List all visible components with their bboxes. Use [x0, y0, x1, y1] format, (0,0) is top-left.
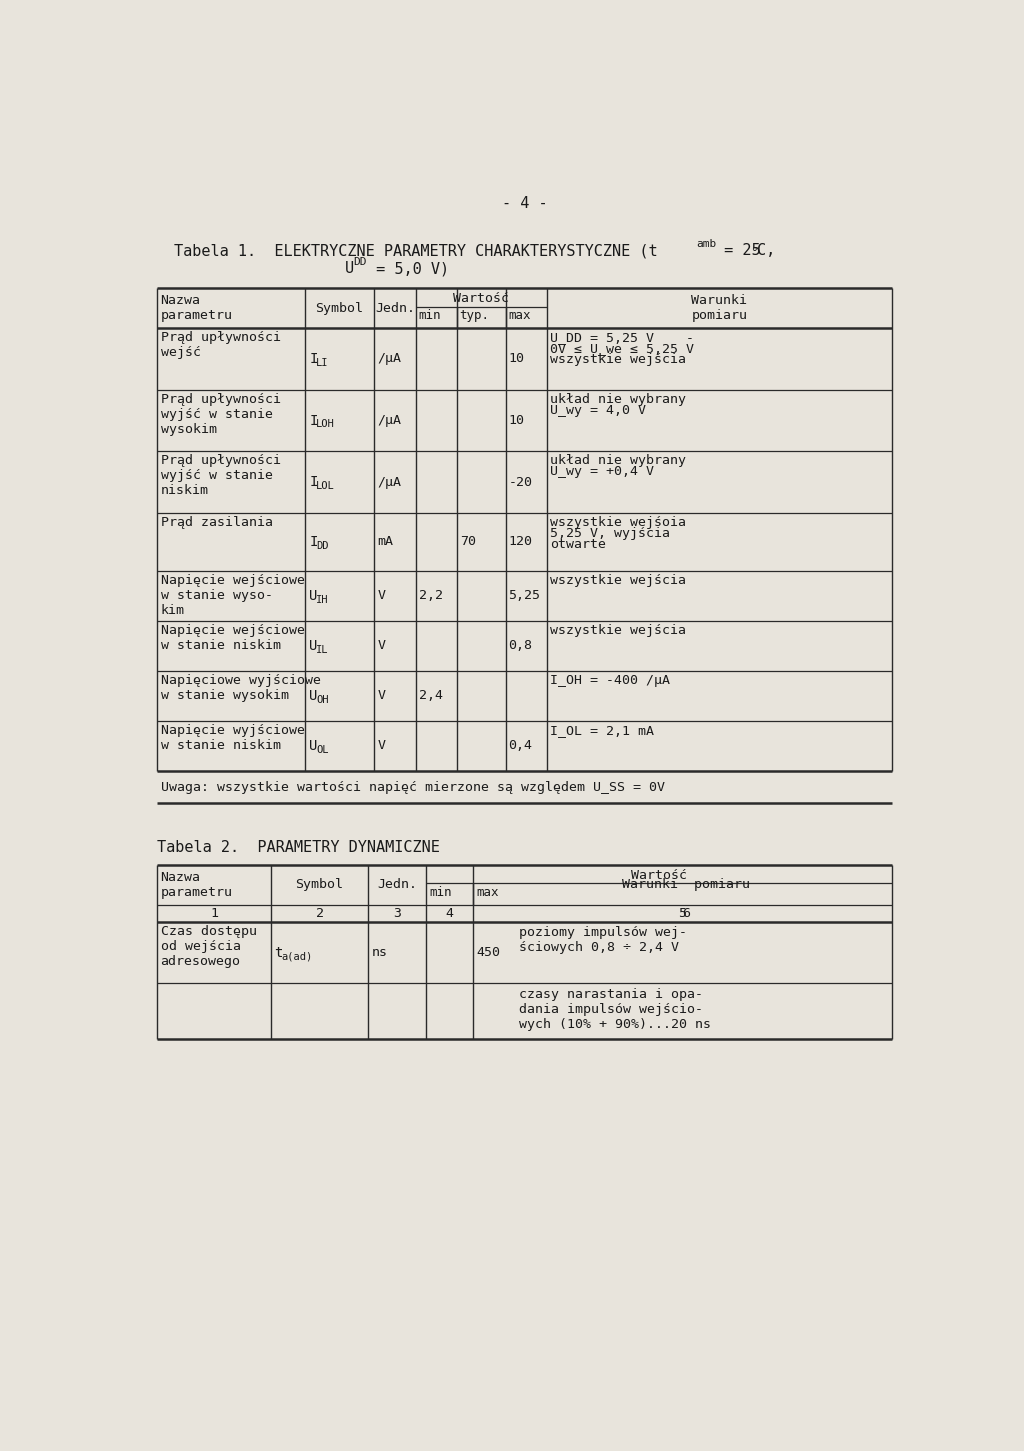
Text: /µA: /µA: [378, 414, 401, 427]
Text: LOL: LOL: [316, 480, 335, 490]
Text: 6: 6: [682, 907, 690, 920]
Text: max: max: [476, 885, 499, 898]
Text: Uwaga: wszystkie wartości napięć mierzone są względem U_SS = 0V: Uwaga: wszystkie wartości napięć mierzon…: [161, 781, 665, 794]
Text: 3: 3: [393, 907, 401, 920]
Text: wszystkie wejśoia: wszystkie wejśoia: [550, 517, 686, 530]
Text: czasy narastania i opa-
dania impulsów wejścio-
wych (10% + 90%)...20 ns: czasy narastania i opa- dania impulsów w…: [519, 988, 712, 1032]
Text: IH: IH: [316, 595, 329, 605]
Text: °: °: [751, 245, 758, 258]
Text: min: min: [429, 885, 452, 898]
Text: V: V: [378, 689, 386, 702]
Text: 10: 10: [509, 414, 524, 427]
Text: Prąd upływności
wyjść w stanie
wysokim: Prąd upływności wyjść w stanie wysokim: [161, 393, 281, 435]
Text: Prąd upływności
wejść: Prąd upływności wejść: [161, 331, 281, 360]
Text: U: U: [309, 638, 317, 653]
Text: a(ad): a(ad): [282, 952, 312, 962]
Text: min: min: [419, 309, 441, 322]
Text: układ nie wybrany: układ nie wybrany: [550, 454, 686, 467]
Text: wszystkie wejścia: wszystkie wejścia: [550, 624, 686, 637]
Text: 70: 70: [460, 535, 476, 548]
Text: DD: DD: [353, 257, 367, 267]
Text: wszystkie wejścia: wszystkie wejścia: [550, 353, 686, 366]
Text: Symbol: Symbol: [296, 878, 343, 891]
Text: 1: 1: [210, 907, 218, 920]
Text: 450: 450: [476, 946, 500, 959]
Text: Napięciowe wyjściowe
w stanie wysokim: Napięciowe wyjściowe w stanie wysokim: [161, 673, 321, 702]
Text: - 4 -: - 4 -: [502, 196, 548, 210]
Text: Prąd zasilania: Prąd zasilania: [161, 517, 272, 530]
Text: LOH: LOH: [316, 419, 335, 429]
Text: Nazwa
parametru: Nazwa parametru: [161, 871, 232, 898]
Text: V: V: [378, 640, 386, 653]
Text: U_DD = 5,25 V    -: U_DD = 5,25 V -: [550, 331, 694, 344]
Text: 2,2: 2,2: [419, 589, 442, 602]
Text: -20: -20: [509, 476, 532, 489]
Text: 0,4: 0,4: [509, 740, 532, 753]
Text: 2: 2: [315, 907, 324, 920]
Text: 5: 5: [679, 907, 686, 920]
Text: Napięcie wejściowe
w stanie wyso-
kim: Napięcie wejściowe w stanie wyso- kim: [161, 573, 304, 617]
Text: Jedn.: Jedn.: [376, 302, 416, 315]
Text: Czas dostępu
od wejścia
adresowego: Czas dostępu od wejścia adresowego: [161, 924, 257, 968]
Text: = 25: = 25: [715, 244, 760, 258]
Text: LI: LI: [316, 358, 329, 367]
Text: max: max: [509, 309, 531, 322]
Text: 0,8: 0,8: [509, 640, 532, 653]
Text: Prąd upływności
wyjść w stanie
niskim: Prąd upływności wyjść w stanie niskim: [161, 454, 281, 498]
Text: I_OH = -400 /µA: I_OH = -400 /µA: [550, 673, 671, 686]
Text: 5,25: 5,25: [509, 589, 541, 602]
Text: 4: 4: [445, 907, 454, 920]
Text: V: V: [378, 740, 386, 753]
Text: Napięcie wyjściowe
w stanie niskim: Napięcie wyjściowe w stanie niskim: [161, 724, 304, 752]
Text: otwarte: otwarte: [550, 537, 606, 550]
Text: I: I: [309, 414, 317, 428]
Text: poziomy impulsów wej-
ściowych 0,8 ÷ 2,4 V: poziomy impulsów wej- ściowych 0,8 ÷ 2,4…: [519, 926, 687, 955]
Text: /µA: /µA: [378, 353, 401, 366]
Text: mA: mA: [378, 535, 393, 548]
Text: /µA: /µA: [378, 476, 401, 489]
Text: U_wy = 4,0 V: U_wy = 4,0 V: [550, 403, 646, 416]
Text: Warunki  pomiaru: Warunki pomiaru: [622, 878, 750, 891]
Text: amb: amb: [696, 239, 717, 248]
Text: Jedn.: Jedn.: [377, 878, 417, 891]
Text: typ.: typ.: [460, 309, 489, 322]
Text: I: I: [309, 535, 317, 548]
Text: I: I: [309, 474, 317, 489]
Text: U_wy = +0,4 V: U_wy = +0,4 V: [550, 466, 654, 479]
Text: U: U: [309, 589, 317, 602]
Text: Nazwa
parametru: Nazwa parametru: [161, 295, 232, 322]
Text: Symbol: Symbol: [315, 302, 364, 315]
Text: C,: C,: [758, 244, 775, 258]
Text: U: U: [309, 739, 317, 753]
Text: 120: 120: [509, 535, 532, 548]
Text: Wartość: Wartość: [454, 292, 509, 305]
Text: wszystkie wejścia: wszystkie wejścia: [550, 573, 686, 586]
Text: V: V: [378, 589, 386, 602]
Text: U: U: [345, 261, 354, 276]
Text: ns: ns: [372, 946, 387, 959]
Text: U: U: [309, 689, 317, 702]
Text: Tabela 1.  ELEKTRYCZNE PARAMETRY CHARAKTERYSTYCZNE (t: Tabela 1. ELEKTRYCZNE PARAMETRY CHARAKTE…: [174, 244, 658, 258]
Text: OL: OL: [316, 744, 329, 755]
Text: 0V ≤ U_we ≤ 5,25 V: 0V ≤ U_we ≤ 5,25 V: [550, 342, 694, 355]
Text: 10: 10: [509, 353, 524, 366]
Text: Warunki
pomiaru: Warunki pomiaru: [691, 295, 748, 322]
Text: OH: OH: [316, 695, 329, 705]
Text: układ nie wybrany: układ nie wybrany: [550, 393, 686, 406]
Text: = 5,0 V): = 5,0 V): [367, 261, 449, 276]
Text: t: t: [274, 946, 283, 959]
Text: I: I: [309, 353, 317, 366]
Text: 2,4: 2,4: [419, 689, 442, 702]
Text: DD: DD: [316, 541, 329, 550]
Text: Tabela 2.  PARAMETRY DYNAMICZNE: Tabela 2. PARAMETRY DYNAMICZNE: [158, 840, 440, 855]
Text: 5,25 V, wyjścia: 5,25 V, wyjścia: [550, 527, 671, 540]
Text: I_OL = 2,1 mA: I_OL = 2,1 mA: [550, 724, 654, 737]
Text: IL: IL: [316, 644, 329, 654]
Text: Wartość: Wartość: [631, 869, 687, 882]
Text: Napięcie wejściowe
w stanie niskim: Napięcie wejściowe w stanie niskim: [161, 624, 304, 651]
